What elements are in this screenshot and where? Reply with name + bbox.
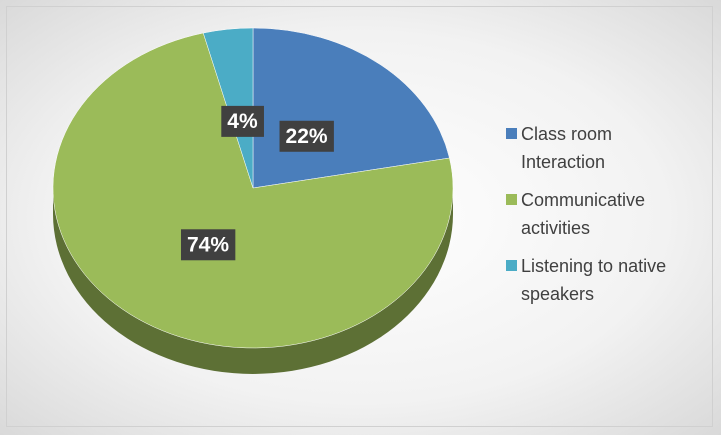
legend-item: Communicative activities	[506, 186, 676, 242]
data-label-box	[221, 105, 264, 137]
legend-label: Listening to native speakers	[521, 256, 667, 304]
data-label: 4%	[221, 105, 264, 137]
legend-item: Listening to native speakers	[506, 252, 676, 308]
legend-item: Class room Interaction	[506, 120, 676, 176]
chart-frame	[6, 6, 713, 427]
pie-slice	[52, 32, 454, 349]
data-label: 74%	[180, 229, 236, 261]
data-label-box	[180, 229, 236, 261]
data-label-text: 74%	[187, 233, 229, 256]
legend-swatch	[506, 128, 517, 139]
data-label: 22%	[279, 120, 334, 152]
legend-label: Communicative activities	[521, 190, 646, 238]
legend-label: Class room Interaction	[521, 124, 613, 172]
legend: Class room Interaction Communicative acti…	[506, 120, 676, 318]
legend-swatch	[506, 194, 517, 205]
pie-side	[53, 188, 453, 374]
data-label-text: 22%	[286, 125, 328, 148]
data-label-text: 4%	[227, 110, 258, 133]
data-label-box	[279, 120, 334, 152]
legend-swatch	[506, 260, 517, 271]
